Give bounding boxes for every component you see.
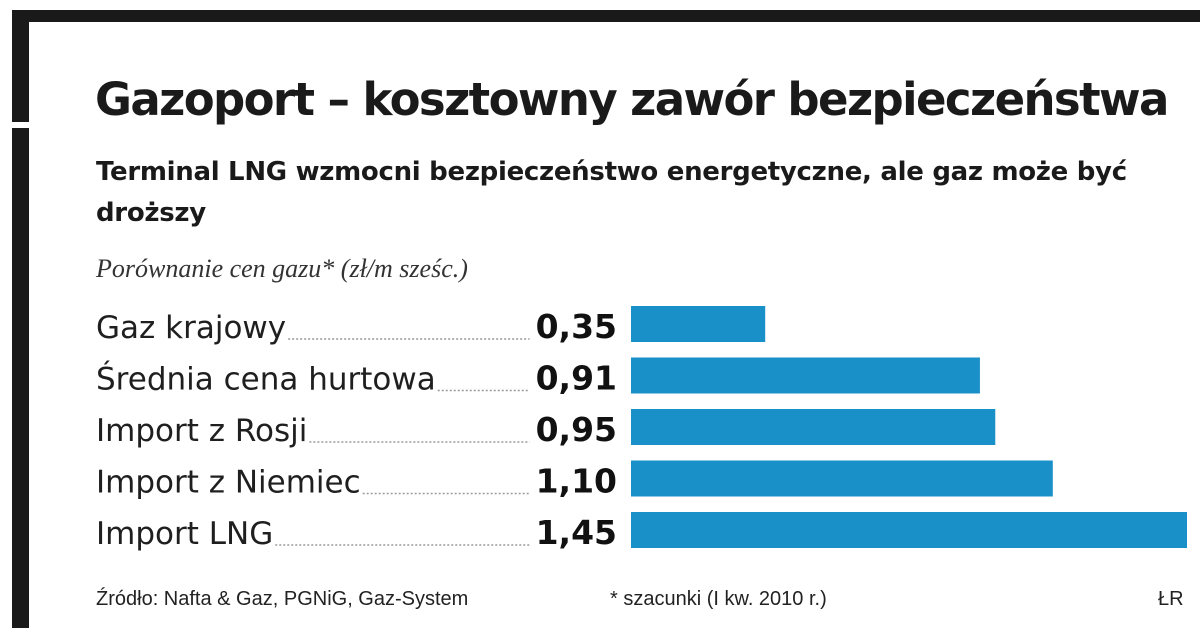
bar bbox=[631, 409, 996, 445]
bar bbox=[631, 512, 1187, 548]
frame-left-bar bbox=[12, 10, 29, 628]
bar bbox=[631, 357, 980, 394]
axis-caption: Porównanie cen gazu* (zł/m sześc.) bbox=[96, 254, 468, 283]
value-label: 1,45 bbox=[536, 513, 617, 552]
author-initials: ŁR bbox=[1158, 588, 1184, 610]
chart-title: Gazoport – kosztowny zawór bezpieczeństw… bbox=[95, 73, 1169, 126]
estimate-note: * szacunki (I kw. 2010 r.) bbox=[610, 588, 827, 610]
category-label: Średnia cena hurtowa bbox=[96, 361, 436, 398]
source-note: Źródło: Nafta & Gaz, PGNiG, Gaz-System bbox=[96, 588, 469, 610]
bar bbox=[631, 460, 1053, 497]
frame-notch bbox=[12, 122, 29, 128]
bar bbox=[631, 306, 766, 342]
value-label: 0,95 bbox=[536, 410, 617, 449]
value-label: 0,91 bbox=[536, 359, 617, 398]
category-label: Import z Niemiec bbox=[96, 465, 361, 501]
category-label: Gaz krajowy bbox=[96, 310, 286, 346]
category-label: Import LNG bbox=[96, 516, 273, 552]
category-label: Import z Rosji bbox=[96, 413, 307, 449]
frame-top-bar bbox=[12, 10, 1200, 22]
value-label: 1,10 bbox=[536, 462, 617, 501]
value-label: 0,35 bbox=[536, 307, 617, 346]
chart-subtitle: Terminal LNG wzmocni bezpieczeństwo ener… bbox=[96, 157, 1127, 228]
